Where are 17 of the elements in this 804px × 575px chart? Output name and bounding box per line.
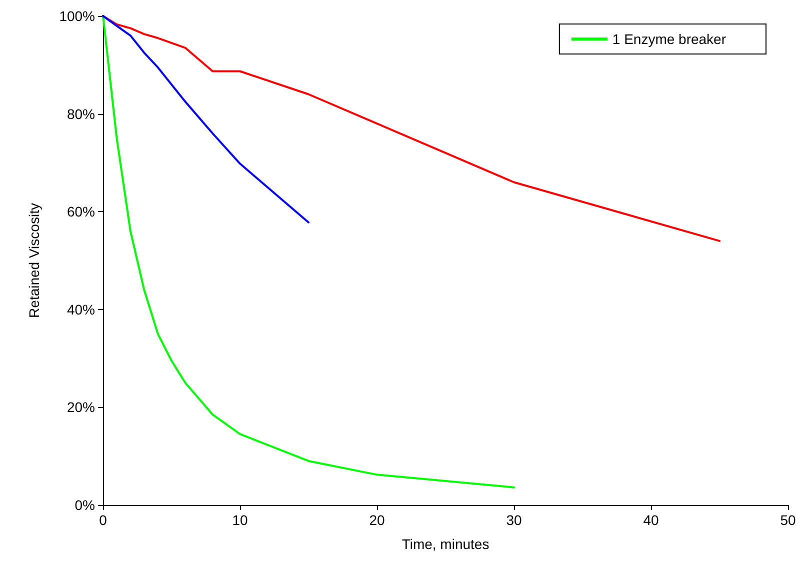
- x-tick-label: 20: [369, 512, 385, 528]
- line-series: [102, 15, 310, 224]
- y-tick-label: 60%: [66, 204, 95, 220]
- y-tick-label: 40%: [66, 301, 95, 318]
- y-tick-label: 20%: [66, 399, 95, 416]
- y-tick-label: 80%: [66, 106, 95, 122]
- y-axis-title: Retained Viscosity: [26, 203, 42, 318]
- x-tick-label: 30: [506, 512, 522, 528]
- x-axis-title: Time, minutes: [402, 536, 490, 552]
- x-tick-label: 10: [232, 512, 248, 528]
- legend-label: 1 Enzyme breaker: [612, 31, 726, 47]
- x-tick-label: 50: [780, 512, 796, 528]
- line-series: [102, 15, 515, 488]
- x-tick-label: 0: [99, 512, 108, 528]
- x-tick-label: 40: [643, 512, 659, 528]
- y-tick-label: 100%: [59, 8, 95, 24]
- y-tick-label: 0%: [74, 497, 95, 513]
